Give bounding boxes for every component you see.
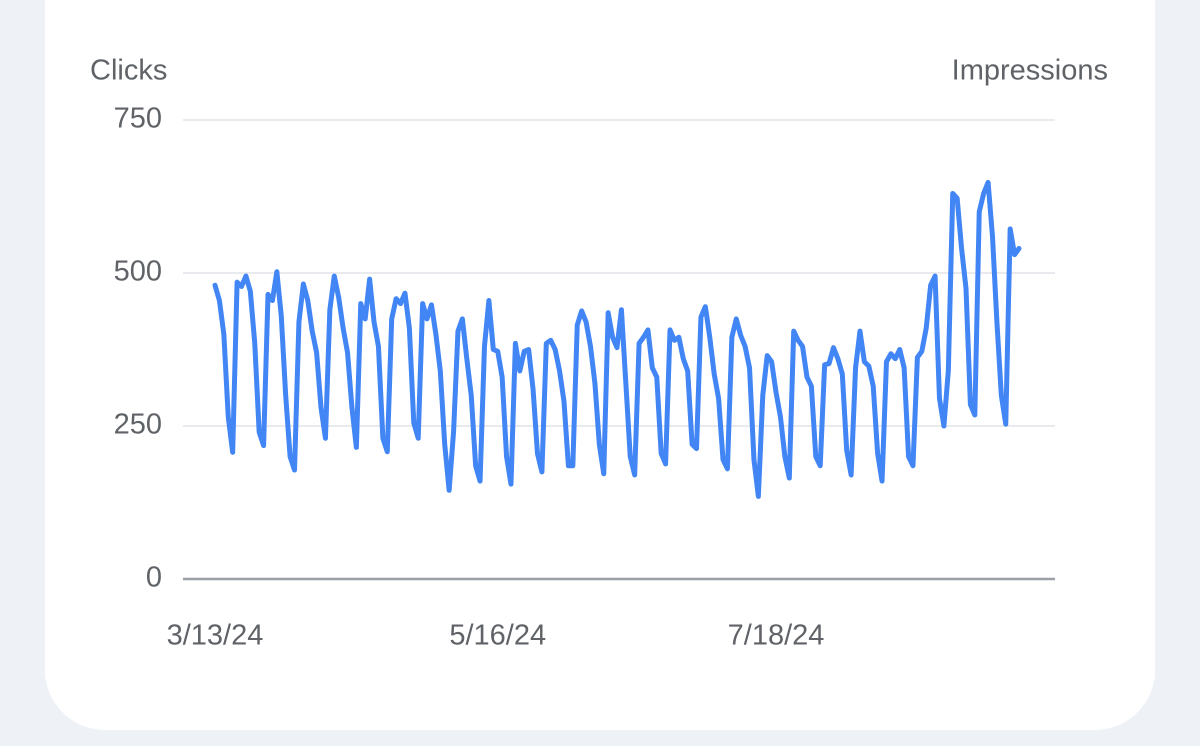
- x-tick-label: 5/16/24: [449, 620, 546, 652]
- y-tick-label: 250: [114, 409, 162, 441]
- y-tick-label: 500: [114, 256, 162, 288]
- y2-axis-label: Impressions: [952, 55, 1108, 87]
- x-tick-label: 3/13/24: [167, 620, 264, 652]
- y-tick-label: 0: [146, 562, 162, 594]
- y-tick-label: 750: [114, 103, 162, 135]
- data-line: [212, 179, 1022, 499]
- y-axis-label: Clicks: [90, 55, 167, 87]
- x-tick-label: 7/18/24: [728, 620, 825, 652]
